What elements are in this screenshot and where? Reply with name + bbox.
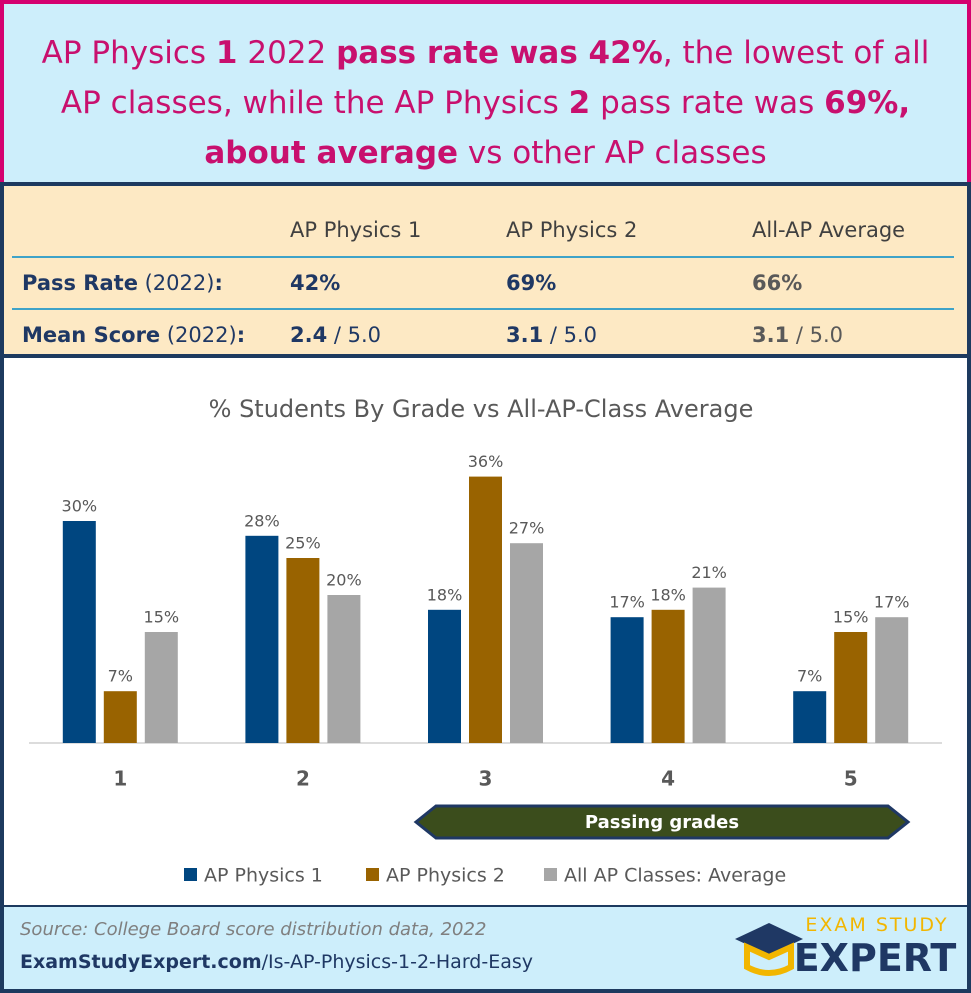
title-run: 69%, about average [204,85,911,171]
legend-label: AP Physics 1 [204,865,323,887]
bar [428,609,461,743]
cell-run: / 5.0 [327,323,382,347]
source-link: ExamStudyExpert.com/Is-AP-Physics-1-2-Ha… [20,951,533,973]
value-label: 30% [62,497,98,516]
x-tick-label: 5 [844,767,858,791]
title-run: 2 [568,85,591,121]
column-header: All-AP Average [752,218,906,242]
value-label: 20% [326,571,362,590]
title-run: AP Physics [41,35,216,71]
table-cell: 2.4 / 5.0 [290,308,506,360]
bar [651,609,685,743]
value-label: 36% [468,452,504,471]
legend-label: All AP Classes: Average [564,865,786,887]
title-run: 1 [215,35,238,71]
table-cell: 3.1 / 5.0 [752,308,954,360]
link-run: ExamStudyExpert.com [20,951,262,973]
bar [327,595,361,743]
cell-run: 3.1 [752,323,790,347]
x-tick-label: 2 [296,767,310,791]
table-cell: 3.1 / 5.0 [506,308,752,360]
chart: % Students By Grade vs All-AP-Class Aver… [29,395,942,887]
value-label: 25% [285,534,321,553]
value-label: 7% [797,667,822,686]
row-label-run: : [236,323,246,347]
row-label: Pass Rate (2022): [12,256,290,309]
table-cell: 42% [290,256,506,309]
table-corner [12,204,290,257]
summary-table-panel: AP Physics 1 AP Physics 2 All-AP Average Pa… [0,182,971,360]
bar [610,617,644,743]
bar [286,558,320,743]
legend-label: AP Physics 2 [386,865,505,887]
value-label: 17% [609,593,645,612]
cell-run: 3.1 [506,323,544,347]
legend-swatch [366,868,379,881]
row-label-run: Mean Score [22,323,161,347]
bar [875,617,909,743]
value-label: 27% [509,519,545,538]
link-run: /Is-AP-Physics-1-2-Hard-Easy [261,951,534,973]
footer: Source: College Board score distribution… [0,905,971,993]
value-label: 15% [833,608,869,627]
bar [144,632,178,743]
title-run: pass rate was 42% [336,35,663,71]
bar [793,691,827,743]
cell-run: 69% [506,271,557,295]
cell-run: 66% [752,271,803,295]
cell-run: / 5.0 [789,323,844,347]
logo: EXAM STUDY EXPERT [735,914,957,980]
table-cell: 66% [752,256,954,309]
row-label-run: (2022) [160,323,237,347]
legend-swatch [184,868,197,881]
logo-bottom: EXPERT [794,936,957,980]
title-run: 2022 [237,35,337,71]
bar [103,691,137,743]
logo-top: EXAM STUDY [805,914,948,936]
row-label-run: (2022) [137,271,215,295]
annotation-text: Passing grades [585,812,739,833]
title-run: vs other AP classes [458,135,767,171]
bar [692,587,726,743]
value-label: 7% [108,667,133,686]
title-run: pass rate was [590,85,825,121]
cell-run: 2.4 [290,323,328,347]
value-label: 17% [874,593,910,612]
value-label: 18% [427,585,463,604]
table-row: Pass Rate (2022): 42% 69% 66% [12,256,954,309]
value-label: 28% [244,511,280,530]
value-label: 15% [144,608,180,627]
value-label: 18% [650,585,686,604]
table-header-row: AP Physics 1 AP Physics 2 All-AP Average [12,204,954,257]
column-header: AP Physics 1 [290,218,422,242]
table-row: Mean Score (2022): 2.4 / 5.0 3.1 / 5.0 3.1 … [12,308,954,360]
legend-swatch [544,868,557,881]
column-header: AP Physics 2 [506,218,638,242]
chart-panel: % Students By Grade vs All-AP-Class Aver… [0,358,971,905]
row-label-run: Pass Rate [22,271,138,295]
annotation-arrow [413,804,911,840]
value-label: 21% [691,563,727,582]
bar [510,543,543,743]
bar [62,521,96,743]
cell-run: / 5.0 [543,323,598,347]
header: AP Physics 1 2022 pass rate was 42%, the… [0,0,971,182]
logo-cap-band [744,942,794,976]
row-label-run: : [214,271,223,295]
bar [245,535,279,743]
source-note: Source: College Board score distribution… [20,919,487,940]
x-tick-label: 3 [479,767,493,791]
title-run: , the lowest of all AP classes, while th… [60,35,930,121]
cell-run: 42% [290,271,341,295]
x-tick-label: 4 [661,767,675,791]
bar [469,476,502,743]
x-tick-label: 1 [113,767,127,791]
row-label: Mean Score (2022): [12,308,290,360]
summary-table: AP Physics 1 AP Physics 2 All-AP Average Pa… [12,204,954,360]
table-cell: 69% [506,256,752,309]
chart-title: % Students By Grade vs All-AP-Class Aver… [209,395,754,423]
bar [834,632,868,743]
